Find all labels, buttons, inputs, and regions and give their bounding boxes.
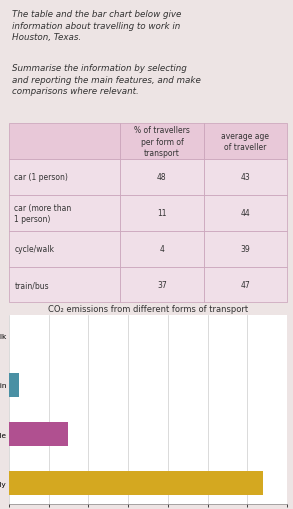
Bar — [9, 267, 120, 303]
Text: The table and the bar chart below give
information about travelling to work in
H: The table and the bar chart below give i… — [12, 10, 181, 42]
Bar — [120, 195, 204, 231]
Bar — [9, 422, 69, 446]
Bar — [204, 195, 287, 231]
Text: cycle/walk: cycle/walk — [14, 245, 54, 253]
Bar — [9, 195, 120, 231]
Bar — [204, 124, 287, 160]
Text: car (1 person): car (1 person) — [14, 173, 68, 182]
Text: average age
of traveller: average age of traveller — [222, 132, 269, 152]
Bar — [120, 160, 204, 195]
Text: train/bus: train/bus — [14, 280, 49, 290]
Text: Summarise the information by selecting
and reporting the main features, and make: Summarise the information by selecting a… — [12, 64, 200, 96]
Text: 47: 47 — [241, 280, 250, 290]
Bar — [9, 471, 263, 495]
Bar — [120, 231, 204, 267]
Text: 48: 48 — [157, 173, 167, 182]
Text: 11: 11 — [157, 209, 167, 218]
Text: 43: 43 — [241, 173, 250, 182]
Text: 39: 39 — [241, 245, 250, 253]
Bar — [204, 231, 287, 267]
Text: % of travellers
per form of
transport: % of travellers per form of transport — [134, 126, 190, 157]
Bar — [9, 160, 120, 195]
Text: car (more than
1 person): car (more than 1 person) — [14, 203, 71, 223]
Bar — [204, 160, 287, 195]
Bar — [204, 267, 287, 303]
Text: 4: 4 — [159, 245, 164, 253]
Text: 37: 37 — [157, 280, 167, 290]
Bar — [9, 124, 120, 160]
Text: 44: 44 — [241, 209, 250, 218]
Title: CO₂ emissions from different forms of transport: CO₂ emissions from different forms of tr… — [48, 304, 248, 313]
Bar — [9, 373, 19, 398]
Bar — [120, 124, 204, 160]
Bar — [120, 267, 204, 303]
Bar — [9, 231, 120, 267]
